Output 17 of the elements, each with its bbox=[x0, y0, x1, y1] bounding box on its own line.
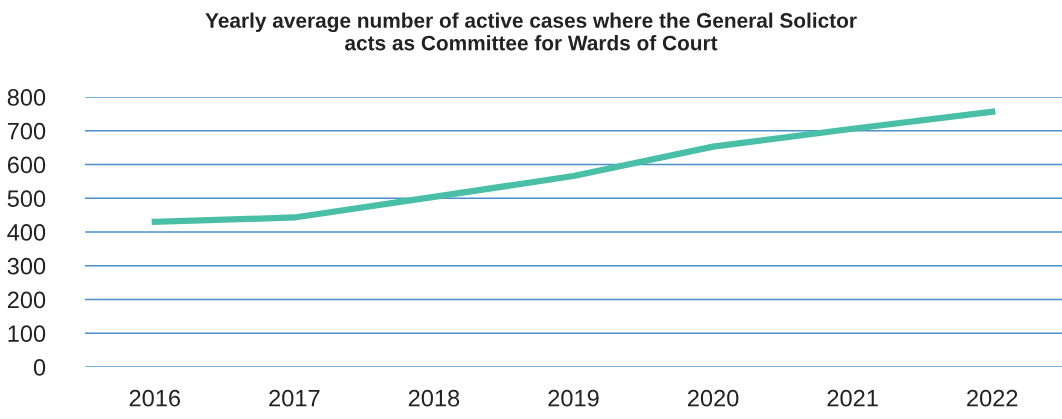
y-tick-label: 200 bbox=[7, 291, 46, 309]
x-tick-label: 2017 bbox=[269, 389, 320, 407]
y-tick-label: 100 bbox=[8, 325, 46, 343]
x-tick-label: 2020 bbox=[688, 389, 739, 407]
y-tick-label: 0 bbox=[33, 359, 46, 376]
x-tick-label: 2022 bbox=[967, 389, 1018, 407]
y-tick-label: 800 bbox=[7, 89, 46, 106]
y-tick-label: 500 bbox=[7, 190, 46, 208]
x-tick-label: 2018 bbox=[408, 389, 460, 407]
y-tick-label: 700 bbox=[7, 122, 46, 140]
x-tick-label: 2021 bbox=[827, 389, 878, 407]
y-tick-label: 600 bbox=[7, 156, 46, 174]
x-tick-label: 2019 bbox=[548, 389, 599, 407]
y-tick-label: 400 bbox=[7, 224, 46, 241]
y-tick-label: 300 bbox=[7, 257, 46, 275]
x-tick-label: 2016 bbox=[129, 389, 181, 407]
chart-title: Yearly average number of active cases where the General Solictor acts as Committee for Wards of Court bbox=[205, 12, 857, 51]
